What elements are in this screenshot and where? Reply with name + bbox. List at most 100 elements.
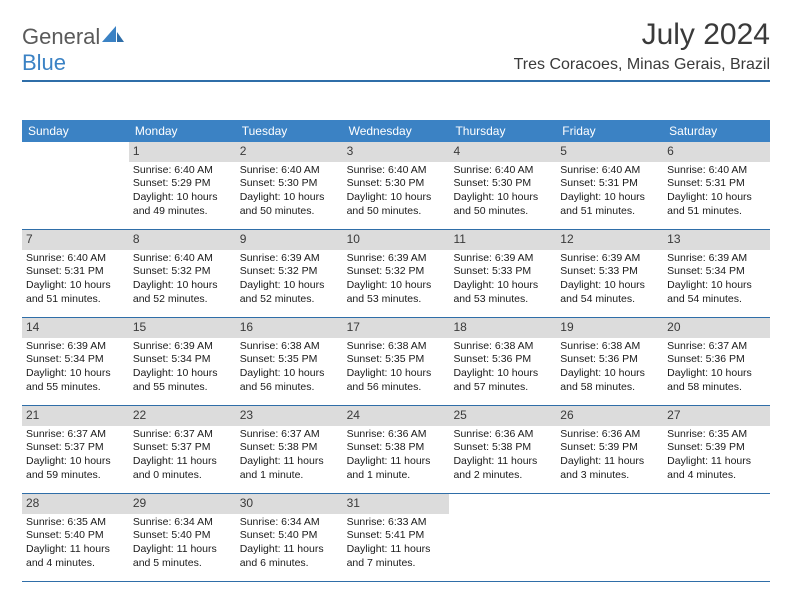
day-number: 16 bbox=[236, 318, 343, 338]
day-cell: 9Sunrise: 6:39 AMSunset: 5:32 PMDaylight… bbox=[236, 230, 343, 318]
day-number: 28 bbox=[22, 494, 129, 514]
sunset-text: Sunset: 5:39 PM bbox=[560, 441, 659, 455]
sunset-text: Sunset: 5:36 PM bbox=[667, 353, 766, 367]
day-body: Sunrise: 6:40 AMSunset: 5:30 PMDaylight:… bbox=[343, 162, 450, 223]
day-header: Friday bbox=[556, 120, 663, 142]
daylight-text: Daylight: 10 hours and 53 minutes. bbox=[453, 279, 552, 306]
sunrise-text: Sunrise: 6:37 AM bbox=[26, 428, 125, 442]
week-row: 7Sunrise: 6:40 AMSunset: 5:31 PMDaylight… bbox=[22, 230, 770, 318]
day-header-row: SundayMondayTuesdayWednesdayThursdayFrid… bbox=[22, 120, 770, 142]
day-body: Sunrise: 6:38 AMSunset: 5:35 PMDaylight:… bbox=[343, 338, 450, 399]
sunrise-text: Sunrise: 6:37 AM bbox=[667, 340, 766, 354]
calendar-grid: SundayMondayTuesdayWednesdayThursdayFrid… bbox=[22, 120, 770, 582]
day-body: Sunrise: 6:37 AMSunset: 5:36 PMDaylight:… bbox=[663, 338, 770, 399]
day-cell: 2Sunrise: 6:40 AMSunset: 5:30 PMDaylight… bbox=[236, 142, 343, 230]
day-body: Sunrise: 6:40 AMSunset: 5:30 PMDaylight:… bbox=[236, 162, 343, 223]
day-header: Tuesday bbox=[236, 120, 343, 142]
day-body: Sunrise: 6:35 AMSunset: 5:39 PMDaylight:… bbox=[663, 426, 770, 487]
daylight-text: Daylight: 10 hours and 51 minutes. bbox=[667, 191, 766, 218]
daylight-text: Daylight: 11 hours and 3 minutes. bbox=[560, 455, 659, 482]
sunrise-text: Sunrise: 6:35 AM bbox=[26, 516, 125, 530]
week-row: 14Sunrise: 6:39 AMSunset: 5:34 PMDayligh… bbox=[22, 318, 770, 406]
daylight-text: Daylight: 10 hours and 54 minutes. bbox=[560, 279, 659, 306]
day-cell bbox=[449, 494, 556, 582]
day-number: 8 bbox=[129, 230, 236, 250]
sunrise-text: Sunrise: 6:40 AM bbox=[560, 164, 659, 178]
day-number: 5 bbox=[556, 142, 663, 162]
day-cell: 12Sunrise: 6:39 AMSunset: 5:33 PMDayligh… bbox=[556, 230, 663, 318]
day-body: Sunrise: 6:39 AMSunset: 5:32 PMDaylight:… bbox=[343, 250, 450, 311]
sunrise-text: Sunrise: 6:34 AM bbox=[240, 516, 339, 530]
sunrise-text: Sunrise: 6:39 AM bbox=[133, 340, 232, 354]
day-number: 15 bbox=[129, 318, 236, 338]
sunrise-text: Sunrise: 6:35 AM bbox=[667, 428, 766, 442]
day-body: Sunrise: 6:40 AMSunset: 5:31 PMDaylight:… bbox=[663, 162, 770, 223]
sunset-text: Sunset: 5:31 PM bbox=[560, 177, 659, 191]
sunrise-text: Sunrise: 6:39 AM bbox=[667, 252, 766, 266]
daylight-text: Daylight: 10 hours and 51 minutes. bbox=[26, 279, 125, 306]
day-number: 23 bbox=[236, 406, 343, 426]
sunrise-text: Sunrise: 6:39 AM bbox=[453, 252, 552, 266]
sunrise-text: Sunrise: 6:40 AM bbox=[133, 164, 232, 178]
day-number: 25 bbox=[449, 406, 556, 426]
day-number bbox=[663, 494, 770, 514]
sunrise-text: Sunrise: 6:37 AM bbox=[133, 428, 232, 442]
day-body: Sunrise: 6:40 AMSunset: 5:32 PMDaylight:… bbox=[129, 250, 236, 311]
day-cell: 26 Sunrise: 6:36 AMSunset: 5:39 PMDayligh… bbox=[556, 406, 663, 494]
day-number: 10 bbox=[343, 230, 450, 250]
daylight-text: Daylight: 10 hours and 50 minutes. bbox=[240, 191, 339, 218]
sunset-text: Sunset: 5:40 PM bbox=[133, 529, 232, 543]
sunrise-text: Sunrise: 6:40 AM bbox=[347, 164, 446, 178]
sunrise-text: Sunrise: 6:36 AM bbox=[560, 428, 659, 442]
day-cell: 25 Sunrise: 6:36 AMSunset: 5:38 PMDayligh… bbox=[449, 406, 556, 494]
week-row: 21Sunrise: 6:37 AMSunset: 5:37 PMDayligh… bbox=[22, 406, 770, 494]
day-body: Sunrise: 6:37 AMSunset: 5:37 PMDaylight:… bbox=[129, 426, 236, 487]
sunset-text: Sunset: 5:34 PM bbox=[26, 353, 125, 367]
sunset-text: Sunset: 5:38 PM bbox=[347, 441, 446, 455]
daylight-text: Daylight: 11 hours and 4 minutes. bbox=[667, 455, 766, 482]
sunrise-text: Sunrise: 6:39 AM bbox=[240, 252, 339, 266]
day-number: 26 bbox=[556, 406, 663, 426]
sunrise-text: Sunrise: 6:40 AM bbox=[240, 164, 339, 178]
day-number: 21 bbox=[22, 406, 129, 426]
daylight-text: Daylight: 10 hours and 58 minutes. bbox=[667, 367, 766, 394]
sunset-text: Sunset: 5:38 PM bbox=[453, 441, 552, 455]
sunset-text: Sunset: 5:38 PM bbox=[240, 441, 339, 455]
day-header: Monday bbox=[129, 120, 236, 142]
day-number: 17 bbox=[343, 318, 450, 338]
sunset-text: Sunset: 5:40 PM bbox=[26, 529, 125, 543]
sunset-text: Sunset: 5:36 PM bbox=[560, 353, 659, 367]
day-header: Thursday bbox=[449, 120, 556, 142]
daylight-text: Daylight: 10 hours and 56 minutes. bbox=[347, 367, 446, 394]
day-cell: 28 Sunrise: 6:35 AMSunset: 5:40 PMDayligh… bbox=[22, 494, 129, 582]
day-body: Sunrise: 6:39 AMSunset: 5:32 PMDaylight:… bbox=[236, 250, 343, 311]
day-body: Sunrise: 6:36 AMSunset: 5:38 PMDaylight:… bbox=[343, 426, 450, 487]
sunset-text: Sunset: 5:30 PM bbox=[240, 177, 339, 191]
daylight-text: Daylight: 10 hours and 52 minutes. bbox=[133, 279, 232, 306]
day-body: Sunrise: 6:39 AMSunset: 5:34 PMDaylight:… bbox=[22, 338, 129, 399]
sunrise-text: Sunrise: 6:36 AM bbox=[347, 428, 446, 442]
sunset-text: Sunset: 5:32 PM bbox=[240, 265, 339, 279]
month-title: July 2024 bbox=[642, 18, 770, 52]
daylight-text: Daylight: 11 hours and 2 minutes. bbox=[453, 455, 552, 482]
sunrise-text: Sunrise: 6:36 AM bbox=[453, 428, 552, 442]
sunset-text: Sunset: 5:32 PM bbox=[347, 265, 446, 279]
daylight-text: Daylight: 10 hours and 49 minutes. bbox=[133, 191, 232, 218]
day-body: Sunrise: 6:37 AMSunset: 5:37 PMDaylight:… bbox=[22, 426, 129, 487]
day-cell: 17Sunrise: 6:38 AMSunset: 5:35 PMDayligh… bbox=[343, 318, 450, 406]
sunset-text: Sunset: 5:31 PM bbox=[26, 265, 125, 279]
daylight-text: Daylight: 11 hours and 4 minutes. bbox=[26, 543, 125, 570]
day-cell: 23Sunrise: 6:37 AMSunset: 5:38 PMDayligh… bbox=[236, 406, 343, 494]
day-body: Sunrise: 6:39 AMSunset: 5:33 PMDaylight:… bbox=[556, 250, 663, 311]
day-cell: 31Sunrise: 6:33 AMSunset: 5:41 PMDayligh… bbox=[343, 494, 450, 582]
sunrise-text: Sunrise: 6:38 AM bbox=[560, 340, 659, 354]
day-body: Sunrise: 6:37 AMSunset: 5:38 PMDaylight:… bbox=[236, 426, 343, 487]
sunset-text: Sunset: 5:35 PM bbox=[240, 353, 339, 367]
day-cell: 20Sunrise: 6:37 AMSunset: 5:36 PMDayligh… bbox=[663, 318, 770, 406]
day-number: 3 bbox=[343, 142, 450, 162]
daylight-text: Daylight: 11 hours and 5 minutes. bbox=[133, 543, 232, 570]
day-cell: 8Sunrise: 6:40 AMSunset: 5:32 PMDaylight… bbox=[129, 230, 236, 318]
day-cell: 13Sunrise: 6:39 AMSunset: 5:34 PMDayligh… bbox=[663, 230, 770, 318]
day-number: 9 bbox=[236, 230, 343, 250]
daylight-text: Daylight: 11 hours and 7 minutes. bbox=[347, 543, 446, 570]
